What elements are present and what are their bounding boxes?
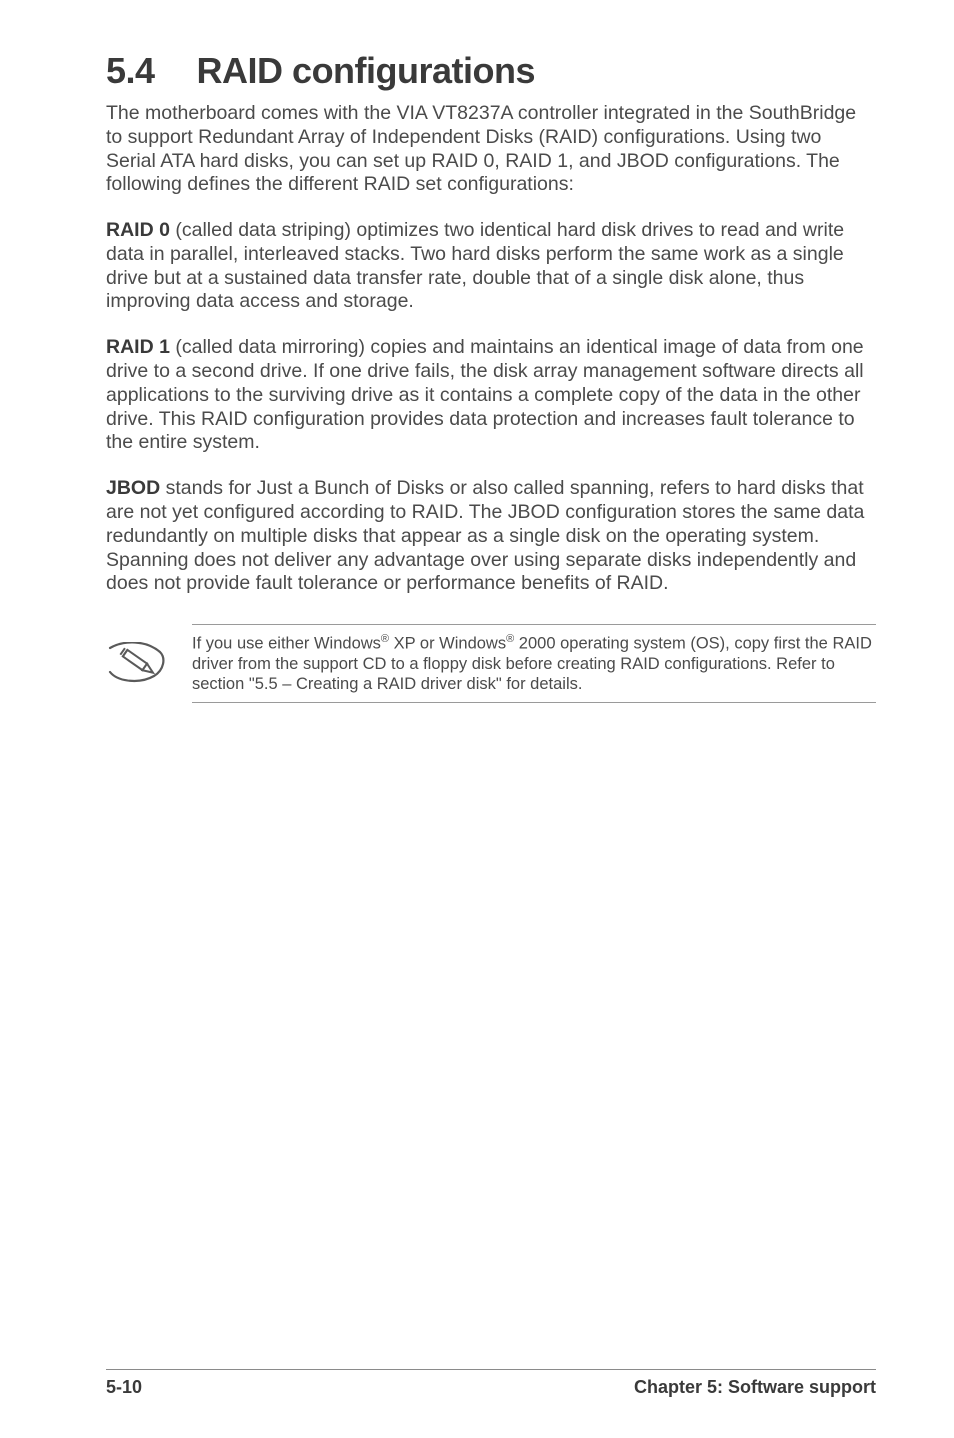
jbod-paragraph: JBOD stands for Just a Bunch of Disks or…: [106, 477, 876, 596]
page: 5.4 RAID configurations The motherboard c…: [0, 0, 954, 1438]
footer-chapter: Chapter 5: Software support: [634, 1377, 876, 1398]
jbod-label: JBOD: [106, 477, 160, 499]
raid1-label: RAID 1: [106, 336, 170, 358]
note-reg1: ®: [381, 633, 389, 645]
note-pre1: If you use either Windows: [192, 635, 381, 653]
intro-paragraph: The motherboard comes with the VIA VT823…: [106, 102, 876, 197]
note-text: If you use either Windows® XP or Windows…: [192, 624, 876, 703]
section-heading: 5.4 RAID configurations: [106, 50, 876, 92]
raid0-paragraph: RAID 0 (called data striping) optimizes …: [106, 219, 876, 314]
raid1-paragraph: RAID 1 (called data mirroring) copies an…: [106, 336, 876, 455]
jbod-text: stands for Just a Bunch of Disks or also…: [106, 477, 864, 594]
note-reg2: ®: [506, 633, 514, 645]
footer-page-number: 5-10: [106, 1377, 142, 1398]
footer-row: 5-10 Chapter 5: Software support: [106, 1377, 876, 1398]
note-mid1: XP or Windows: [389, 635, 506, 653]
note-box: If you use either Windows® XP or Windows…: [106, 624, 876, 703]
footer-rule: [106, 1369, 876, 1371]
raid0-text: (called data striping) optimizes two ide…: [106, 219, 844, 312]
page-footer: 5-10 Chapter 5: Software support: [0, 1369, 954, 1398]
raid1-text: (called data mirroring) copies and maint…: [106, 336, 864, 453]
section-title-text: RAID configurations: [197, 50, 536, 91]
note-icon-column: [106, 624, 192, 689]
pencil-note-icon: [106, 671, 168, 688]
raid0-label: RAID 0: [106, 219, 170, 241]
section-number: 5.4: [106, 50, 155, 92]
